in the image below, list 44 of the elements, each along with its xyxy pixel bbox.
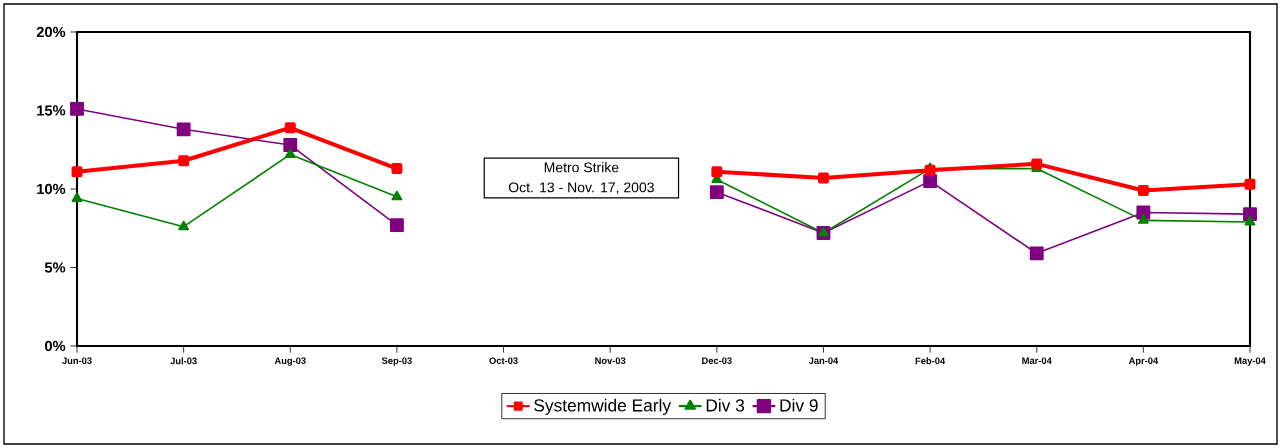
y-tick-label: 15% [37,105,66,116]
point [178,155,190,167]
point [817,172,829,184]
point [1137,185,1149,197]
point [711,166,723,178]
point [71,166,83,178]
point [923,174,938,189]
x-tick-label: Feb-04 [915,357,946,365]
point [284,148,296,158]
y-tick-label: 5% [44,262,66,273]
point [709,185,724,200]
legend-label: Div 9 [780,398,818,412]
point [283,138,298,152]
y-tick-label: 10% [37,183,66,195]
point [391,190,403,201]
legend-label: Div 3 [706,398,745,412]
x-tick-label: Nov-03 [595,357,626,364]
x-tick-label: Jul-03 [170,357,197,365]
point [391,163,403,175]
y-tick-label: 0% [45,340,66,352]
x-tick-label: Mar-04 [1022,357,1052,364]
point [1029,246,1044,261]
legend-label: Systemwide Early [534,398,672,415]
x-tick-label: Aug-03 [274,357,306,366]
point [178,220,190,231]
x-tick-label: Apr-04 [1128,357,1159,366]
point [1244,178,1256,190]
point [70,101,84,116]
point [1137,214,1149,224]
x-tick-label: Jun-03 [62,357,92,364]
x-tick-label: Dec-03 [702,357,732,364]
y-tick-label: 20% [36,26,66,38]
annotation: Metro Strike [544,162,619,173]
x-tick-label: Oct-03 [489,357,518,364]
annotation: Oct. 13 - Nov. 17, 2003 [508,182,654,194]
point [389,218,404,233]
point [284,122,296,134]
point [1244,215,1256,226]
x-tick-label: May-04 [1234,357,1266,366]
point [1031,158,1043,170]
x-tick-label: Jan-04 [808,357,839,364]
point [176,122,191,137]
x-tick-label: Sep-03 [381,357,412,366]
point [71,192,83,202]
